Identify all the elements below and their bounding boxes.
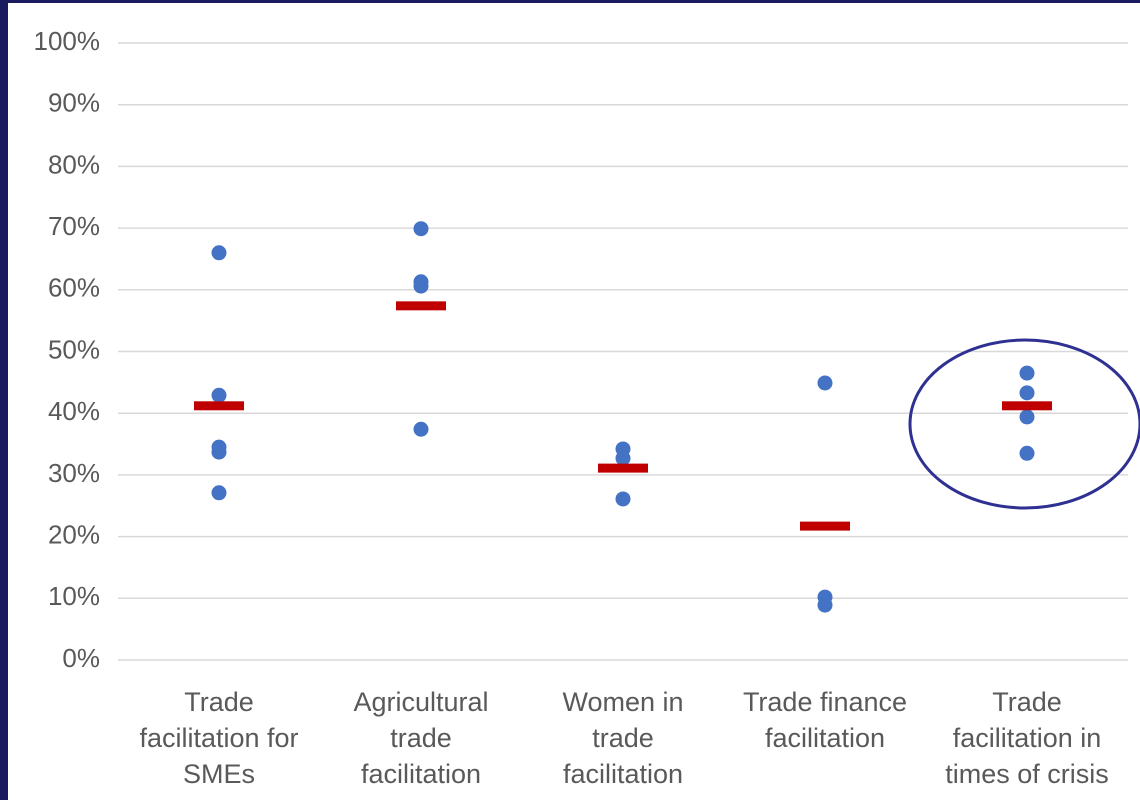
chart-area: 0% 10% 20% 30% 40% 50% 60% 70% 80% 90% 100% Trade … bbox=[8, 3, 1140, 800]
y-tick-label: 70% bbox=[48, 211, 100, 241]
y-tick-label: 90% bbox=[48, 88, 100, 118]
mean-bar bbox=[800, 521, 850, 531]
data-point bbox=[413, 221, 429, 237]
data-point bbox=[413, 421, 429, 437]
highlight-ellipse bbox=[908, 338, 1140, 510]
data-point bbox=[1019, 365, 1035, 381]
data-point bbox=[615, 491, 631, 507]
data-point bbox=[817, 597, 833, 613]
y-tick-label: 40% bbox=[48, 396, 100, 426]
y-tick-label: 30% bbox=[48, 458, 100, 488]
data-point bbox=[1019, 445, 1035, 461]
y-tick-label: 80% bbox=[48, 149, 100, 179]
y-tick-label: 100% bbox=[34, 26, 101, 56]
data-point bbox=[211, 245, 227, 261]
data-point bbox=[211, 387, 227, 403]
x-tick-label: Trade facilitation for SMEs bbox=[139, 687, 299, 789]
mean-bar bbox=[1002, 401, 1052, 411]
x-tick-label: Trade facilitation in times of crisis bbox=[945, 687, 1109, 789]
y-tick-label: 50% bbox=[48, 334, 100, 364]
y-tick-label: 0% bbox=[62, 643, 100, 673]
data-point bbox=[615, 450, 631, 466]
mean-bar bbox=[396, 301, 446, 311]
y-tick-label: 20% bbox=[48, 519, 100, 549]
y-tick-label: 10% bbox=[48, 581, 100, 611]
data-point bbox=[211, 444, 227, 460]
x-tick-label: Agricultural trade facilitation bbox=[353, 687, 489, 789]
x-tick-label: Women in trade facilitation bbox=[562, 687, 684, 789]
data-point bbox=[211, 485, 227, 501]
data-point bbox=[1019, 409, 1035, 425]
data-point bbox=[1019, 385, 1035, 401]
data-point bbox=[413, 278, 429, 294]
data-point bbox=[817, 375, 833, 391]
chart: 0% 10% 20% 30% 40% 50% 60% 70% 80% 90% 100% bbox=[34, 26, 1140, 673]
x-tick-label: Trade finance facilitation bbox=[742, 687, 908, 753]
mean-bar bbox=[194, 401, 244, 411]
y-tick-label: 60% bbox=[48, 273, 100, 303]
mean-bar bbox=[598, 463, 648, 473]
